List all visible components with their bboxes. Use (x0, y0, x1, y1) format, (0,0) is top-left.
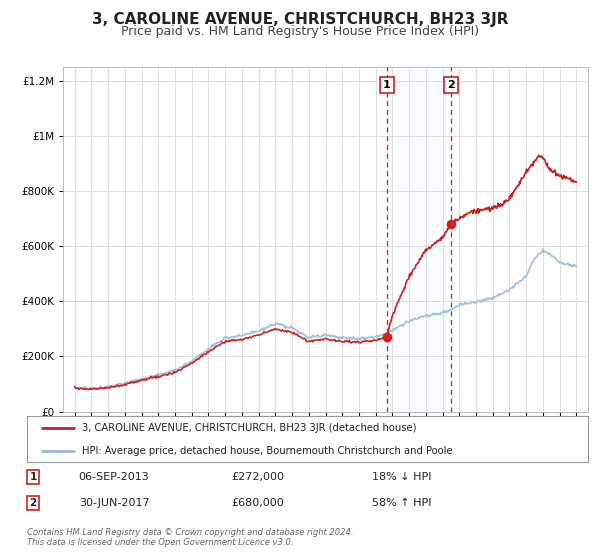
Text: £680,000: £680,000 (232, 498, 284, 508)
Bar (387, 67, 451, 412)
Text: 30-JUN-2017: 30-JUN-2017 (79, 498, 149, 508)
Text: 18% ↓ HPI: 18% ↓ HPI (372, 472, 432, 482)
Text: 3, CAROLINE AVENUE, CHRISTCHURCH, BH23 3JR (detached house): 3, CAROLINE AVENUE, CHRISTCHURCH, BH23 3… (82, 423, 416, 433)
Text: 2: 2 (447, 80, 455, 90)
Text: 58% ↑ HPI: 58% ↑ HPI (372, 498, 432, 508)
Text: 2: 2 (29, 498, 37, 508)
Text: Contains HM Land Registry data © Crown copyright and database right 2024.
This d: Contains HM Land Registry data © Crown c… (27, 528, 353, 547)
Text: 1: 1 (383, 80, 391, 90)
Text: 3, CAROLINE AVENUE, CHRISTCHURCH, BH23 3JR: 3, CAROLINE AVENUE, CHRISTCHURCH, BH23 3… (92, 12, 508, 27)
Text: 06-SEP-2013: 06-SEP-2013 (79, 472, 149, 482)
Text: HPI: Average price, detached house, Bournemouth Christchurch and Poole: HPI: Average price, detached house, Bour… (82, 446, 452, 456)
Text: £272,000: £272,000 (232, 472, 284, 482)
Text: Price paid vs. HM Land Registry's House Price Index (HPI): Price paid vs. HM Land Registry's House … (121, 25, 479, 38)
Text: 1: 1 (29, 472, 37, 482)
